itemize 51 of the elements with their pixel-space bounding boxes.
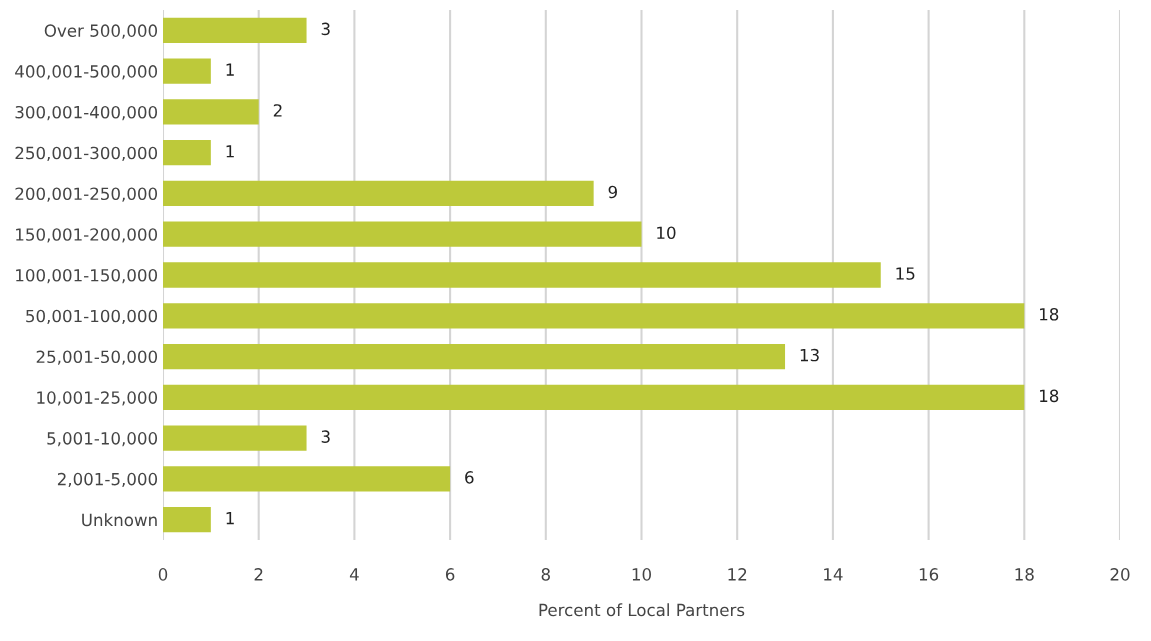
data-label: 3 [321,22,330,36]
data-label: 18 [1040,389,1059,403]
x-tick-label: 4 [349,568,359,581]
data-label: 13 [800,348,819,362]
bar [163,140,211,166]
x-tick-label: 16 [919,568,939,581]
bar [163,384,1025,410]
y-tick-label: 10,001-25,000 [37,391,158,406]
y-tick-label: 25,001-50,000 [36,350,158,365]
x-axis-title: Percent of Local Partners [539,603,745,617]
y-tick-label: 2,001-5,000 [57,472,158,488]
x-tick-label: 2 [254,568,263,581]
bar [163,17,307,44]
y-tick-label: 150,001-200,000 [16,228,158,243]
x-tick-label: 0 [158,568,168,581]
data-label: 1 [226,512,234,525]
data-label: 1 [226,63,234,76]
x-tick-label: 14 [824,568,843,581]
y-tick-label: 50,001-100,000 [26,309,158,325]
bar [163,221,642,247]
data-label: 18 [1040,308,1059,321]
x-tick-label: 6 [445,568,455,581]
bar [163,99,259,125]
bar [163,343,786,370]
data-label: 6 [465,471,474,484]
y-tick-label: 100,001-150,000 [16,268,158,284]
bar [163,58,211,84]
x-tick-label: 18 [1015,568,1034,581]
y-tick-label: Unknown [82,513,157,527]
bar [163,262,881,288]
y-tick-label: 5,001-10,000 [47,432,158,447]
bar [163,303,1025,329]
bar [163,506,211,533]
data-label: 2 [273,104,282,117]
data-label: 3 [321,430,330,443]
data-label: 10 [657,226,676,240]
x-tick-label: 12 [728,568,747,581]
y-tick-label: Over 500,000 [44,24,158,39]
y-tick-label: 200,001-250,000 [15,187,158,202]
data-label: 9 [608,185,617,199]
y-tick-label: 300,001-400,000 [15,105,158,121]
data-label: 1 [226,145,234,158]
bar [163,180,594,207]
x-tick-label: 10 [632,568,651,581]
bar [163,466,451,492]
bar [163,425,307,451]
y-tick-label: 400,001-500,000 [15,65,158,80]
y-tick-label: 250,001-300,000 [15,146,158,161]
x-tick-label: 20 [1110,568,1130,581]
data-label: 15 [896,267,915,280]
x-tick-label: 8 [541,568,550,581]
